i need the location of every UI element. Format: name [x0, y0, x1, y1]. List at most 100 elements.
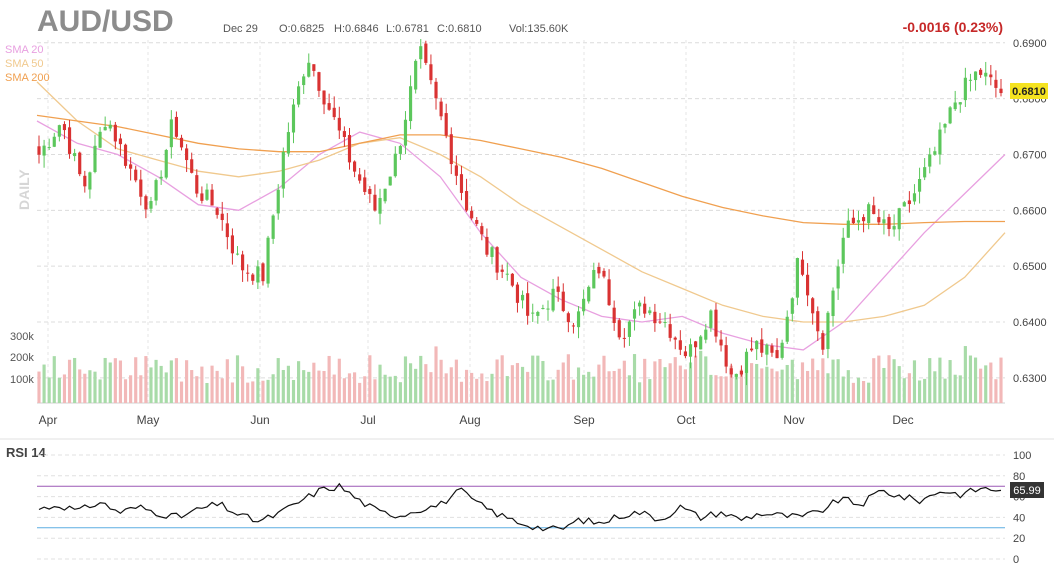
candle-body	[938, 129, 942, 155]
volume-bar	[709, 374, 713, 403]
legend-sma-20: SMA 20	[5, 44, 44, 56]
volume-bar	[806, 370, 810, 403]
candle-body	[790, 298, 794, 314]
volume-bar	[984, 365, 988, 403]
legend-sma-200: SMA 200	[5, 72, 50, 84]
candle-body	[424, 43, 428, 63]
volume-bar	[459, 381, 464, 403]
candle-body	[923, 167, 927, 178]
volume-bar	[678, 365, 682, 403]
candle-body	[566, 313, 570, 323]
candle-body	[561, 291, 565, 311]
volume-bar	[485, 381, 489, 403]
volume-bar	[734, 375, 738, 403]
candle-body	[73, 153, 77, 157]
volume-bar	[98, 379, 102, 403]
candle-body	[337, 117, 341, 131]
volume-bar	[861, 381, 866, 403]
volume-bar	[57, 377, 61, 403]
price-tick-label: 0.6400	[1013, 317, 1047, 329]
candle-body	[643, 303, 647, 314]
volume-bar	[291, 380, 296, 403]
volume-bar	[363, 376, 367, 403]
candle-body	[770, 345, 774, 353]
candle-body	[785, 316, 789, 342]
rsi-tick-label: 0	[1013, 554, 1019, 566]
volume-bar	[266, 379, 270, 403]
volume-bar	[475, 378, 479, 403]
candle-body	[281, 151, 285, 189]
volume-bar	[765, 366, 769, 403]
volume-bar	[342, 378, 346, 403]
candle-body	[383, 188, 387, 202]
candle-body	[576, 311, 581, 328]
candle-body	[291, 104, 296, 133]
candle-body	[699, 336, 703, 350]
candle-body	[765, 344, 769, 355]
candle-body	[302, 76, 306, 86]
candle-body	[185, 148, 189, 161]
volume-bar	[235, 355, 240, 403]
candle-body	[582, 298, 586, 312]
volume-bar	[632, 354, 637, 403]
volume-bar	[917, 380, 922, 403]
volume-bar	[129, 375, 133, 403]
volume-bar	[989, 362, 993, 403]
candle-body	[322, 90, 326, 105]
volume-bar	[760, 368, 764, 403]
volume-bar	[47, 377, 51, 403]
volume-bar	[953, 374, 957, 403]
candle-body	[750, 348, 754, 351]
candle-body	[907, 200, 911, 205]
volume-bar	[215, 370, 219, 403]
candle-body	[826, 312, 830, 349]
volume-bar	[826, 373, 830, 403]
last-price-label: 0.6810	[1012, 86, 1046, 98]
volume-bar	[668, 363, 672, 403]
candle-body	[241, 254, 245, 271]
candle-body	[368, 188, 372, 195]
candle-body	[607, 279, 611, 306]
candle-body	[872, 205, 876, 215]
price-tick-label: 0.6300	[1013, 373, 1047, 385]
candle-body	[52, 136, 56, 147]
volume-bar	[795, 379, 799, 403]
price-axis: 0.69000.68000.67000.66000.65000.64000.63…	[1013, 38, 1047, 385]
candle-body	[164, 149, 168, 178]
candle-body	[851, 217, 855, 224]
volume-bar	[225, 359, 229, 403]
candle-body	[332, 107, 336, 118]
candle-body	[928, 154, 932, 167]
candle-body	[526, 293, 530, 316]
price-change: -0.0016 (0.23%)	[903, 19, 1003, 35]
candle-body	[780, 342, 784, 358]
candle-body	[587, 286, 591, 302]
candle-body	[200, 193, 204, 201]
volume-bar	[816, 370, 820, 403]
rsi-series-line	[38, 482, 1002, 532]
volume-bar	[378, 364, 382, 403]
volume-bar	[851, 382, 855, 403]
candle-body	[948, 107, 952, 124]
candle-body	[556, 286, 560, 292]
volume-bar	[571, 379, 576, 403]
candle-body	[892, 226, 896, 230]
candle-body	[953, 102, 957, 110]
volume-bar	[622, 360, 626, 403]
price-tick-label: 0.6700	[1013, 149, 1047, 161]
volume-bar	[902, 378, 906, 403]
volume-bar	[312, 362, 316, 403]
volume-bar	[897, 366, 901, 403]
candle-body	[388, 176, 392, 186]
date-tick-label: Apr	[39, 413, 58, 427]
volume-bar	[582, 374, 586, 403]
volume-bar	[973, 357, 978, 403]
candle-body	[734, 373, 738, 377]
symbol-title: AUD/USD	[37, 5, 174, 38]
volume-bar	[62, 374, 67, 403]
volume-bar	[739, 369, 743, 403]
candle-body	[551, 288, 555, 311]
candle-body	[515, 284, 520, 303]
date-tick-label: Sep	[573, 413, 595, 427]
volume-bar	[261, 380, 265, 403]
